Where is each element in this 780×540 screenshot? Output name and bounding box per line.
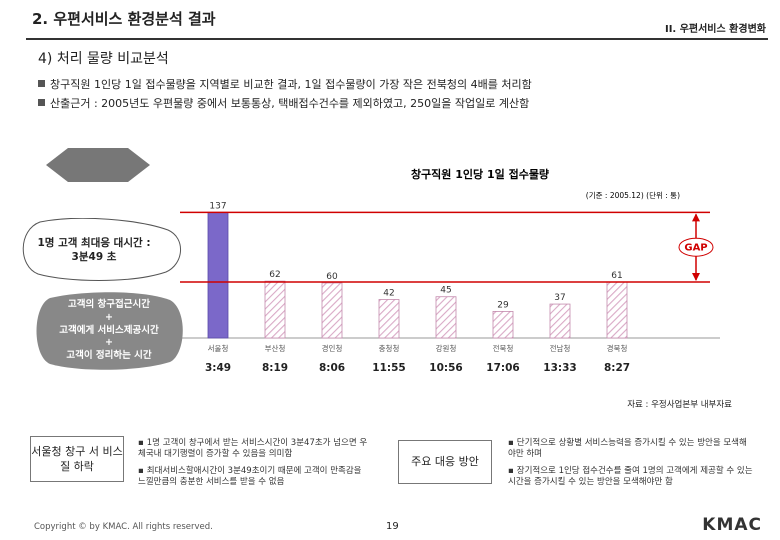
- bullet-square-icon: [38, 80, 45, 87]
- response-note-text: 장기적으로 1인당 접수건수를 줄여 1명의 고객에게 제공할 수 있는 시간을…: [508, 465, 753, 488]
- subtitle: 4) 처리 물량 비교분석: [38, 51, 169, 67]
- bar-전남청: [549, 303, 571, 339]
- formula-line: 고객이 정리하는 시간: [66, 350, 152, 362]
- response-notes: ▪ 단기적으로 상황별 서비스능력을 증가시킬 수 있는 방안을 모색해야만 하며…: [508, 438, 754, 489]
- problem-notes: ▪ 1명 고객이 창구에서 받는 서비스시간이 3분47초가 넘으면 우체국내 대…: [138, 438, 368, 489]
- response-box: 주요 대응 방안: [398, 440, 492, 484]
- bar-value-label: 37: [554, 293, 565, 303]
- bar-충청청: [378, 299, 400, 339]
- category-label: 부산청: [265, 343, 286, 353]
- category-label: 전남청: [550, 343, 571, 353]
- chart-title: 창구직원 1인당 1일 접수물량: [411, 167, 549, 181]
- category-label: 전북청: [493, 343, 514, 353]
- category-label: 경인청: [322, 343, 343, 353]
- category-label: 강원청: [436, 343, 457, 353]
- problem-note: ▪ 1명 고객이 창구에서 받는 서비스시간이 3분47초가 넘으면 우체국내 대…: [138, 438, 368, 460]
- problem-note: ▪ 최대서비스할애시간이 3분49초이기 때문에 고객이 만족감을 느낄만큼의 충…: [138, 465, 362, 488]
- wait-time-callout: 1명 고객 최대응 대시간 : 3분49 초: [37, 236, 151, 263]
- formula-plus: +: [105, 337, 113, 349]
- response-note-text: 단기적으로 상황별 서비스능력을 증가시킬 수 있는 방안을 모색해야만 하며: [508, 438, 747, 460]
- formula-plus: +: [105, 311, 113, 323]
- bar-value-label: 61: [611, 271, 622, 281]
- kmac-logo: KMAC: [702, 515, 762, 535]
- service-time-label: 8:06: [319, 362, 345, 374]
- bar-경북청: [606, 281, 628, 339]
- problem-note-text: 최대서비스할애시간이 3분49초이기 때문에 고객이 만족감을 느낄만큼의 충분…: [138, 465, 362, 488]
- problem-note-text: 1명 고객이 창구에서 받는 서비스시간이 3분47초가 넘으면 우체국내 대기…: [138, 438, 368, 460]
- bullet-text: 창구직원 1인당 1일 접수물량을 지역별로 비교한 결과, 1일 접수물량이 …: [50, 78, 532, 91]
- category-label: 서울청: [208, 344, 229, 353]
- service-time-label: 17:06: [486, 362, 519, 374]
- formula-line: 고객에게 서비스제공시간: [59, 324, 159, 336]
- bar-부산청: [264, 280, 286, 339]
- bullet-square-icon: [38, 99, 45, 106]
- response-note: ▪ 장기적으로 1인당 접수건수를 줄여 1명의 고객에게 제공할 수 있는 시간…: [508, 465, 753, 488]
- category-label: 경북청: [607, 343, 628, 353]
- bar-강원청: [435, 296, 457, 339]
- service-time-label: 3:49: [205, 362, 231, 374]
- formula-callout-shape: [36, 292, 183, 370]
- bullet-2: 산출근거 : 2005년도 우편물량 중에서 보통통상, 택배접수건수를 제외하…: [38, 95, 529, 111]
- bullet-text: 산출근거 : 2005년도 우편물량 중에서 보통통상, 택배접수건수를 제외하…: [50, 97, 530, 110]
- gap-label: GAP: [684, 243, 707, 254]
- page-title: 2. 우편서비스 환경분석 결과: [32, 10, 216, 28]
- bar-서울청: [207, 211, 229, 339]
- bar-value-label: 29: [497, 300, 509, 310]
- copyright: Copyright © by KMAC. All rights reserved…: [34, 522, 213, 532]
- source-note: 자료 : 우정사업본부 내부자료: [627, 400, 732, 410]
- wait-time-callout-shape: [22, 218, 181, 281]
- service-time-label: 10:56: [429, 362, 462, 374]
- gap-arrow-head-up: [692, 213, 700, 222]
- section-label: II. 우편서비스 환경변화: [664, 24, 766, 35]
- header-rule: [26, 38, 768, 40]
- bar-value-label: 42: [383, 288, 394, 298]
- bar-chart: 창구직원 1인당 1일 접수물량 (기준 : 2005.12) (단위 : 통)…: [180, 167, 720, 374]
- bullet-1: 창구직원 1인당 1일 접수물량을 지역별로 비교한 결과, 1일 접수물량이 …: [38, 76, 532, 92]
- gap-arrow-head-down: [692, 273, 700, 282]
- bar-전북청: [492, 310, 514, 339]
- page-number: 19: [386, 521, 399, 532]
- formula-line: 고객의 창구접근시간: [68, 298, 150, 310]
- decorative-blob: [46, 148, 150, 182]
- service-time-label: 8:19: [262, 362, 288, 374]
- problem-box: 서울청 창구 서 비스질 하락: [30, 436, 124, 482]
- category-label: 충청청: [379, 344, 400, 353]
- bar-경인청: [321, 282, 343, 339]
- bar-value-label: 60: [326, 272, 338, 282]
- service-time-label: 8:27: [604, 362, 630, 374]
- gap-label-bubble: [678, 237, 714, 257]
- service-time-label: 11:55: [372, 362, 405, 374]
- service-time-label: 13:33: [543, 362, 576, 374]
- formula-callout: 고객의 창구접근시간 + 고객에게 서비스제공시간 + 고객이 정리하는 시간: [38, 296, 180, 366]
- response-note: ▪ 단기적으로 상황별 서비스능력을 증가시킬 수 있는 방안을 모색해야만 하며: [508, 438, 747, 460]
- bar-value-label: 62: [269, 270, 280, 280]
- chart-unit-note: (기준 : 2005.12) (단위 : 통): [586, 190, 680, 200]
- bar-value-label: 45: [440, 286, 451, 296]
- bar-value-label: 137: [209, 201, 226, 211]
